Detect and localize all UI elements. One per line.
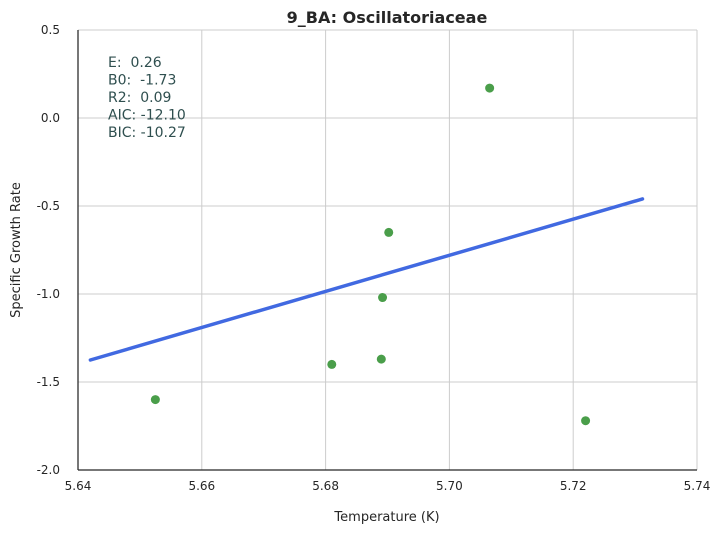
fit-line — [88, 197, 645, 362]
data-point — [581, 416, 591, 426]
tick-labels: 5.64 5.66 5.68 5.70 5.72 5.74 0.5 0.0 -0.5 -1.0 -1… — [37, 23, 711, 493]
y-tick-label: -1.0 — [37, 287, 60, 301]
y-tick-label: -0.5 — [37, 199, 60, 213]
y-tick-label: -1.5 — [37, 375, 60, 389]
data-point — [378, 293, 388, 303]
stat-line: BIC: -10.27 — [108, 125, 186, 141]
data-point — [150, 395, 160, 405]
x-axis-label: Temperature (K) — [333, 510, 439, 525]
stat-line: B0: -1.73 — [108, 73, 176, 89]
data-point — [485, 83, 495, 93]
stat-line: AIC: -12.10 — [108, 108, 186, 124]
scatter-points — [150, 83, 591, 426]
x-tick-label: 5.70 — [436, 479, 463, 493]
x-tick-label: 5.66 — [188, 479, 215, 493]
x-tick-label: 5.68 — [312, 479, 339, 493]
x-tick-label: 5.74 — [684, 479, 711, 493]
y-tick-label: 0.5 — [41, 23, 60, 37]
chart-title: 9_BA: Oscillatoriaceae — [287, 8, 488, 27]
grid — [78, 29, 698, 470]
y-tick-label: -2.0 — [37, 463, 60, 477]
x-tick-label: 5.72 — [560, 479, 587, 493]
data-point — [384, 227, 394, 237]
stat-line: E: 0.26 — [108, 55, 162, 71]
stat-line: R2: 0.09 — [108, 90, 171, 106]
data-point — [376, 354, 386, 364]
fit-line-group — [88, 197, 645, 362]
y-tick-label: 0.0 — [41, 111, 60, 125]
data-point — [327, 359, 337, 369]
axes — [77, 30, 697, 471]
y-axis-label: Specific Growth Rate — [9, 182, 24, 318]
x-tick-label: 5.64 — [65, 479, 92, 493]
